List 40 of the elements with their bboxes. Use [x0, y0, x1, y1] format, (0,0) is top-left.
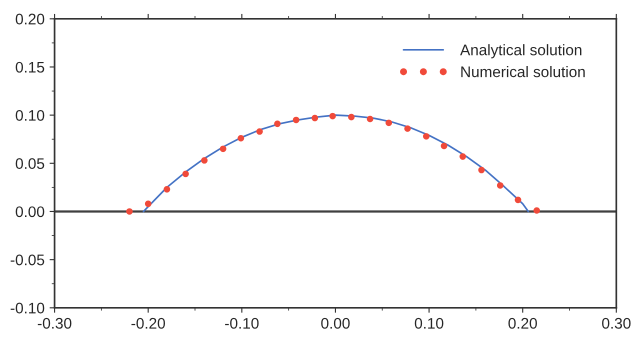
point [386, 120, 392, 126]
point [514, 196, 522, 204]
y-tick-label: 0.20 [16, 14, 44, 24]
point [460, 153, 466, 160]
x-tick-label: 0.00 [321, 318, 350, 329]
y-tick-label: 0.10 [16, 110, 44, 121]
point [312, 114, 318, 122]
x-tick-label: -0.30 [38, 318, 72, 329]
point [201, 157, 208, 164]
x-tick-label: 0.30 [602, 318, 631, 329]
x-tick-label: -0.10 [225, 318, 259, 329]
point [238, 135, 244, 142]
legend-label: Analytical solution [460, 44, 582, 58]
y-tick-label: 0.00 [16, 206, 44, 218]
point [533, 207, 540, 214]
x-tick-label: -0.20 [131, 318, 166, 329]
point [144, 200, 152, 208]
y-tick-label: 0.15 [16, 62, 44, 73]
y-tick-label: -0.05 [10, 254, 44, 266]
point [404, 125, 411, 132]
line-series [142, 114, 530, 212]
point [182, 170, 189, 178]
x-tick-label: 0.10 [414, 318, 444, 329]
point [220, 146, 226, 152]
point [366, 116, 374, 122]
point [423, 133, 430, 140]
y-tick-label: 0.05 [16, 158, 44, 169]
y-tick-label: -0.10 [10, 302, 44, 314]
point [256, 128, 263, 135]
point [329, 112, 336, 120]
x-tick-label: 0.20 [508, 318, 537, 329]
point [440, 142, 448, 150]
point [274, 120, 281, 128]
point [348, 114, 355, 120]
point [292, 116, 300, 124]
legend-label: Numerical solution [461, 66, 585, 78]
point [478, 166, 485, 174]
point [496, 182, 504, 189]
point [126, 208, 133, 215]
point [164, 186, 170, 193]
